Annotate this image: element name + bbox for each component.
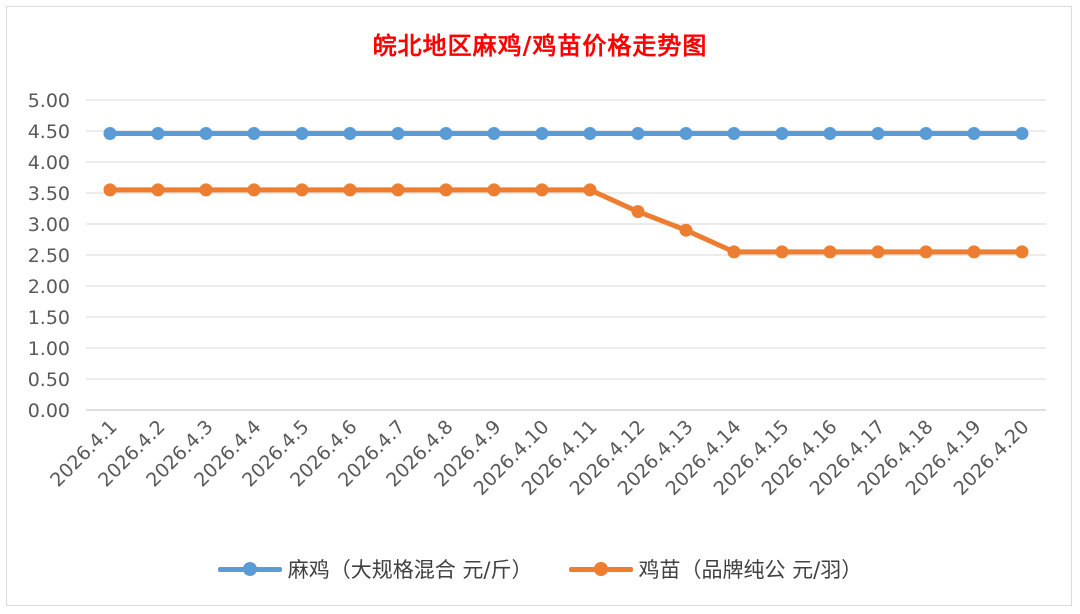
data-point-s0-1 bbox=[151, 126, 165, 140]
data-point-s0-9 bbox=[535, 126, 549, 140]
data-point-s1-12 bbox=[679, 223, 693, 237]
data-point-s1-13 bbox=[727, 245, 741, 259]
legend-label-maji: 麻鸡（大规格混合 元/斤） bbox=[287, 558, 533, 582]
data-point-s1-17 bbox=[919, 245, 933, 259]
legend-swatch-jimiao bbox=[568, 559, 633, 579]
data-point-s0-16 bbox=[871, 126, 885, 140]
data-point-s0-12 bbox=[679, 126, 693, 140]
data-point-s0-7 bbox=[439, 126, 453, 140]
y-tick-label: 2.50 bbox=[28, 245, 70, 267]
data-point-s0-15 bbox=[823, 126, 837, 140]
data-point-s0-0 bbox=[103, 126, 117, 140]
data-point-s1-4 bbox=[295, 183, 309, 197]
data-point-s1-3 bbox=[247, 183, 261, 197]
data-point-s0-19 bbox=[1015, 126, 1029, 140]
legend-item-jimiao: 鸡苗（品牌纯公 元/羽） bbox=[568, 554, 863, 584]
data-point-s1-9 bbox=[535, 183, 549, 197]
y-tick-label: 3.50 bbox=[28, 183, 70, 205]
y-tick-label: 0.00 bbox=[28, 400, 70, 422]
y-tick-label: 4.50 bbox=[28, 121, 70, 143]
data-point-s0-13 bbox=[727, 126, 741, 140]
data-point-s0-8 bbox=[487, 126, 501, 140]
data-point-s1-2 bbox=[199, 183, 213, 197]
data-point-s0-17 bbox=[919, 126, 933, 140]
data-point-s1-5 bbox=[343, 183, 357, 197]
data-point-s0-2 bbox=[199, 126, 213, 140]
data-point-s1-18 bbox=[967, 245, 981, 259]
data-point-s1-8 bbox=[487, 183, 501, 197]
y-tick-label: 1.50 bbox=[28, 307, 70, 329]
data-point-s1-1 bbox=[151, 183, 165, 197]
y-tick-label: 0.50 bbox=[28, 369, 70, 391]
data-point-s1-7 bbox=[439, 183, 453, 197]
legend-label-jimiao: 鸡苗（品牌纯公 元/羽） bbox=[638, 558, 863, 582]
legend-item-maji: 麻鸡（大规格混合 元/斤） bbox=[217, 554, 533, 584]
data-point-s0-6 bbox=[391, 126, 405, 140]
data-point-s0-14 bbox=[775, 126, 789, 140]
data-point-s0-5 bbox=[343, 126, 357, 140]
data-point-s1-14 bbox=[775, 245, 789, 259]
data-point-s1-6 bbox=[391, 183, 405, 197]
series-line-1 bbox=[107, 187, 1025, 255]
chart-title: 皖北地区麻鸡/鸡苗价格走势图 bbox=[372, 31, 708, 60]
data-point-s0-18 bbox=[967, 126, 981, 140]
y-tick-label: 2.00 bbox=[28, 276, 70, 298]
y-tick-label: 4.00 bbox=[28, 152, 70, 174]
data-point-s1-15 bbox=[823, 245, 837, 259]
y-tick-label: 5.00 bbox=[28, 90, 70, 112]
data-point-s1-19 bbox=[1015, 245, 1029, 259]
legend-marker-jimiao bbox=[593, 562, 608, 576]
y-tick-label: 3.00 bbox=[28, 214, 70, 236]
data-point-s1-0 bbox=[103, 183, 117, 197]
data-point-s1-10 bbox=[583, 183, 597, 197]
data-point-s0-11 bbox=[631, 126, 645, 140]
data-point-s1-16 bbox=[871, 245, 885, 259]
data-point-s0-3 bbox=[247, 126, 261, 140]
chart-frame bbox=[6, 6, 1072, 606]
data-point-s0-4 bbox=[295, 126, 309, 140]
legend: 麻鸡（大规格混合 元/斤） 鸡苗（品牌纯公 元/羽） bbox=[0, 552, 1080, 586]
data-point-s1-11 bbox=[631, 205, 645, 219]
legend-marker-maji bbox=[242, 562, 257, 576]
legend-swatch-maji bbox=[217, 559, 282, 579]
y-tick-label: 1.00 bbox=[28, 338, 70, 360]
data-point-s0-10 bbox=[583, 126, 597, 140]
